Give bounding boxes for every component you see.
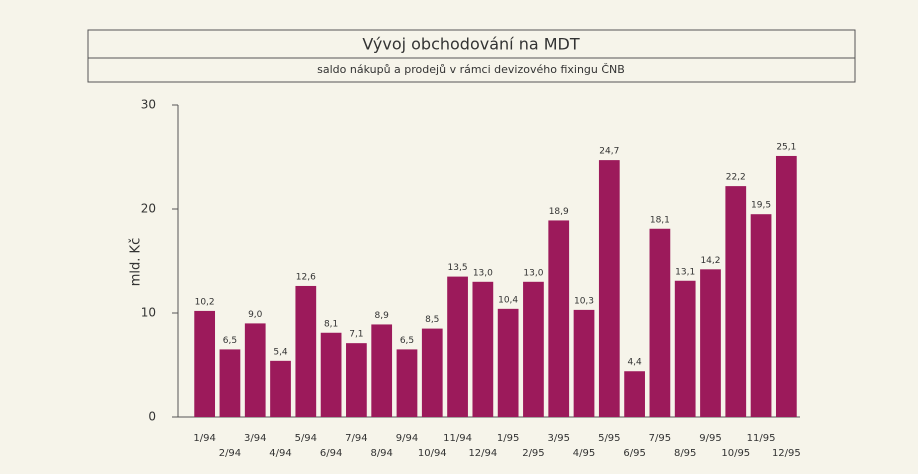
bar <box>421 328 443 417</box>
value-label: 24,7 <box>599 147 619 157</box>
value-label: 8,1 <box>324 319 338 329</box>
bar <box>346 343 367 417</box>
value-label: 6,5 <box>223 336 237 346</box>
value-label: 10,2 <box>195 297 215 307</box>
x-tick-label: 11/94 <box>443 433 472 444</box>
x-tick-label: 12/95 <box>772 448 801 459</box>
y-tick-label: 0 <box>148 410 156 424</box>
bar <box>194 310 216 417</box>
bar <box>573 309 595 417</box>
value-label: 13,0 <box>523 268 543 278</box>
y-tick-label: 30 <box>141 98 156 112</box>
value-label: 14,2 <box>700 256 720 266</box>
bar <box>649 228 671 417</box>
bar <box>244 323 266 417</box>
bar <box>270 360 291 417</box>
value-label: 13,0 <box>473 268 493 278</box>
y-tick-label: 20 <box>141 202 156 216</box>
bar <box>548 220 570 417</box>
value-label: 7,1 <box>349 330 363 340</box>
value-label: 22,2 <box>726 173 746 183</box>
value-label: 9,0 <box>248 310 263 320</box>
bar <box>320 332 342 417</box>
title-box <box>87 29 856 83</box>
value-label: 10,3 <box>574 296 594 306</box>
bar <box>295 285 317 417</box>
bar <box>472 281 494 417</box>
bar <box>497 308 519 417</box>
bar <box>700 269 721 417</box>
value-label: 5,4 <box>273 347 288 357</box>
x-tick-label: 1/95 <box>497 433 519 444</box>
value-label: 4,4 <box>627 358 642 368</box>
y-axis-label: mld. Kč <box>129 238 144 286</box>
chart-subtitle: saldo nákupů a prodejů v rámci devizovéh… <box>317 63 625 76</box>
value-label: 10,4 <box>498 295 518 305</box>
x-tick-label: 12/94 <box>468 448 497 459</box>
value-label: 13,5 <box>448 263 468 273</box>
x-tick-label: 8/94 <box>370 448 392 459</box>
bar <box>775 155 797 417</box>
value-label: 13,1 <box>675 267 695 277</box>
x-tick-label: 5/94 <box>295 433 317 444</box>
bar <box>371 324 393 417</box>
bar <box>447 276 468 417</box>
value-label: 8,5 <box>425 315 439 325</box>
bar <box>396 349 418 417</box>
value-label: 18,1 <box>650 215 670 225</box>
x-tick-label: 8/95 <box>674 448 696 459</box>
bar <box>674 280 696 417</box>
x-tick-label: 2/95 <box>522 448 544 459</box>
x-tick-label: 7/94 <box>345 433 367 444</box>
x-tick-label: 4/94 <box>269 448 291 459</box>
x-tick-label: 10/95 <box>721 448 750 459</box>
x-tick-label: 2/94 <box>219 448 241 459</box>
x-tick-label: 3/95 <box>547 433 569 444</box>
bar <box>725 186 747 417</box>
value-label: 25,1 <box>776 142 796 152</box>
value-label: 18,9 <box>549 207 569 217</box>
chart-title: Vývoj obchodování na MDT <box>362 35 579 54</box>
x-tick-label: 5/95 <box>598 433 620 444</box>
x-tick-label: 11/95 <box>747 433 776 444</box>
x-tick-label: 9/94 <box>396 433 418 444</box>
value-label: 8,9 <box>375 311 390 321</box>
y-tick-label: 10 <box>141 306 156 320</box>
x-tick-label: 10/94 <box>418 448 447 459</box>
bar <box>523 281 544 417</box>
bar <box>219 349 241 417</box>
x-tick-label: 3/94 <box>244 433 266 444</box>
value-label: 12,6 <box>296 272 316 282</box>
bar <box>598 160 620 417</box>
bar <box>750 214 772 417</box>
bar <box>624 371 645 417</box>
value-label: 6,5 <box>400 336 414 346</box>
x-tick-label: 7/95 <box>649 433 671 444</box>
x-tick-label: 9/95 <box>699 433 721 444</box>
x-tick-label: 4/95 <box>573 448 595 459</box>
x-tick-label: 6/94 <box>320 448 342 459</box>
x-tick-label: 6/95 <box>623 448 645 459</box>
x-tick-label: 1/94 <box>193 433 215 444</box>
value-label: 19,5 <box>751 201 771 211</box>
